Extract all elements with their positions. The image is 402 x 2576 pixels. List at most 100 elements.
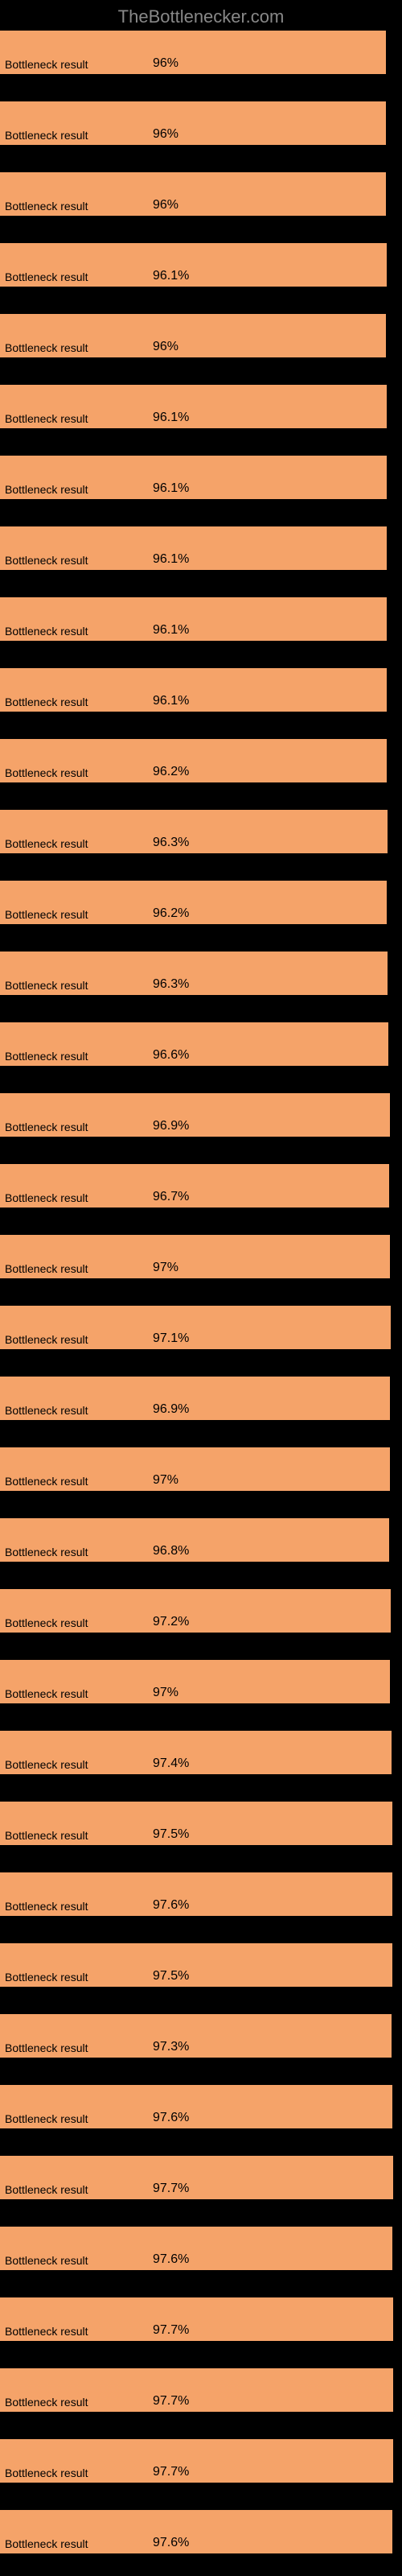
bar-value: 97.5% (153, 1827, 189, 1842)
result-bar: Bottleneck result 96.9% (0, 1093, 390, 1137)
bar-spacer (0, 145, 402, 172)
result-bar: Bottleneck result96% (0, 101, 386, 145)
bar-row: Bottleneck result96.1% (0, 243, 402, 287)
bar-label: Bottleneck result (5, 412, 88, 425)
result-bar: Bottleneck result97.5% (0, 1943, 392, 1987)
bar-value: 96% (153, 198, 178, 213)
bar-value: 97.6% (153, 1898, 189, 1913)
bar-label: Bottleneck result (5, 1616, 88, 1629)
bar-label: Bottleneck result (5, 2041, 88, 2054)
bar-value: 97% (153, 1473, 178, 1488)
result-bar: Bottleneck result96.1% (0, 526, 387, 570)
bar-value: 97.2% (153, 1615, 189, 1629)
bar-spacer (0, 1137, 402, 1164)
bar-row: Bottleneck result 97.2% (0, 1589, 402, 1633)
bar-spacer (0, 2128, 402, 2156)
bar-spacer (0, 2199, 402, 2227)
result-bar: Bottleneck result97.7% (0, 2439, 393, 2483)
result-bar: Bottleneck result 97.6% (0, 1872, 392, 1916)
bar-label: Bottleneck result (5, 1404, 88, 1417)
bar-label: Bottleneck result (5, 696, 88, 708)
bar-spacer (0, 216, 402, 243)
bar-spacer (0, 1562, 402, 1589)
bar-label: Bottleneck result (5, 2396, 88, 2409)
bar-spacer (0, 428, 402, 456)
bar-spacer (0, 1349, 402, 1377)
bar-spacer (0, 2270, 402, 2297)
bar-spacer (0, 570, 402, 597)
bar-value: 96.2% (153, 765, 189, 779)
bar-spacer (0, 1774, 402, 1802)
bar-value: 96.3% (153, 977, 189, 992)
bar-value: 96.9% (153, 1119, 189, 1133)
bar-row: Bottleneck result 96.3% (0, 810, 402, 853)
bar-row: Bottleneck result97% (0, 1447, 402, 1491)
bar-value: 96.3% (153, 836, 189, 850)
bar-value: 96% (153, 56, 178, 71)
bar-label: Bottleneck result (5, 200, 88, 213)
bar-row: Bottleneck result 97% (0, 1660, 402, 1703)
bar-row: Bottleneck result96% (0, 101, 402, 145)
result-bar: Bottleneck result97.6% (0, 2510, 392, 2553)
result-bar: Bottleneck result 97.2% (0, 1589, 391, 1633)
bar-row: Bottleneck result 97% (0, 1235, 402, 1278)
bar-row: Bottleneck result96% (0, 314, 402, 357)
bar-row: Bottleneck result 97.4% (0, 1731, 402, 1774)
result-bar: Bottleneck result96% (0, 314, 386, 357)
bar-label: Bottleneck result (5, 908, 88, 921)
bar-label: Bottleneck result (5, 1050, 88, 1063)
bar-value: 97% (153, 1261, 178, 1275)
bar-spacer (0, 712, 402, 739)
result-bar: Bottleneck result97% (0, 1447, 390, 1491)
bar-spacer (0, 1916, 402, 1943)
bar-value: 97.6% (153, 2252, 189, 2267)
bar-value: 96.1% (153, 694, 189, 708)
bar-row: Bottleneck result96.1% (0, 597, 402, 641)
bar-label: Bottleneck result (5, 1758, 88, 1771)
bar-spacer (0, 499, 402, 526)
bar-label: Bottleneck result (5, 341, 88, 354)
bar-label: Bottleneck result (5, 1121, 88, 1133)
bar-spacer (0, 2341, 402, 2368)
bar-row: Bottleneck result97.6% (0, 2510, 402, 2553)
bar-value: 97.7% (153, 2323, 189, 2338)
bar-label: Bottleneck result (5, 1333, 88, 1346)
bar-value: 97.7% (153, 2182, 189, 2196)
bar-label: Bottleneck result (5, 1687, 88, 1700)
bar-row: Bottleneck result96.2% (0, 881, 402, 924)
bar-row: Bottleneck result 96.9% (0, 1377, 402, 1420)
bar-label: Bottleneck result (5, 979, 88, 992)
bar-value: 96.9% (153, 1402, 189, 1417)
bar-spacer (0, 1208, 402, 1235)
result-bar: Bottleneck result96.2% (0, 739, 387, 782)
header-title: TheBottlenecker.com (118, 6, 285, 27)
bar-value: 97.1% (153, 1331, 189, 1346)
result-bar: Bottleneck result 96% (0, 172, 386, 216)
bar-value: 97.6% (153, 2536, 189, 2550)
bar-label: Bottleneck result (5, 1900, 88, 1913)
bar-value: 97.6% (153, 2111, 189, 2125)
result-bar: Bottleneck result 97% (0, 1660, 390, 1703)
bar-label: Bottleneck result (5, 837, 88, 850)
bar-value: 96% (153, 127, 178, 142)
bar-value: 97.4% (153, 1757, 189, 1771)
result-bar: Bottleneck result97.7% (0, 2156, 393, 2199)
bar-row: Bottleneck result 96% (0, 172, 402, 216)
bar-value: 96.1% (153, 269, 189, 283)
result-bar: Bottleneck result97.7% (0, 2368, 393, 2412)
result-bar: Bottleneck result 96.9% (0, 1377, 390, 1420)
bar-label: Bottleneck result (5, 1262, 88, 1275)
bar-row: Bottleneck result 96.3% (0, 952, 402, 995)
result-bar: Bottleneck result 96.1% (0, 668, 387, 712)
result-bar: Bottleneck result96.8% (0, 1518, 389, 1562)
bar-spacer (0, 1845, 402, 1872)
bar-value: 97% (153, 1686, 178, 1700)
bar-label: Bottleneck result (5, 1829, 88, 1842)
bar-row: Bottleneck result96.1% (0, 385, 402, 428)
bar-label: Bottleneck result (5, 483, 88, 496)
bar-spacer (0, 2412, 402, 2439)
bar-label: Bottleneck result (5, 2112, 88, 2125)
bar-row: Bottleneck result96.8% (0, 1518, 402, 1562)
bar-value: 96.7% (153, 1190, 189, 1204)
result-bar: Bottleneck result96.6% (0, 1022, 388, 1066)
